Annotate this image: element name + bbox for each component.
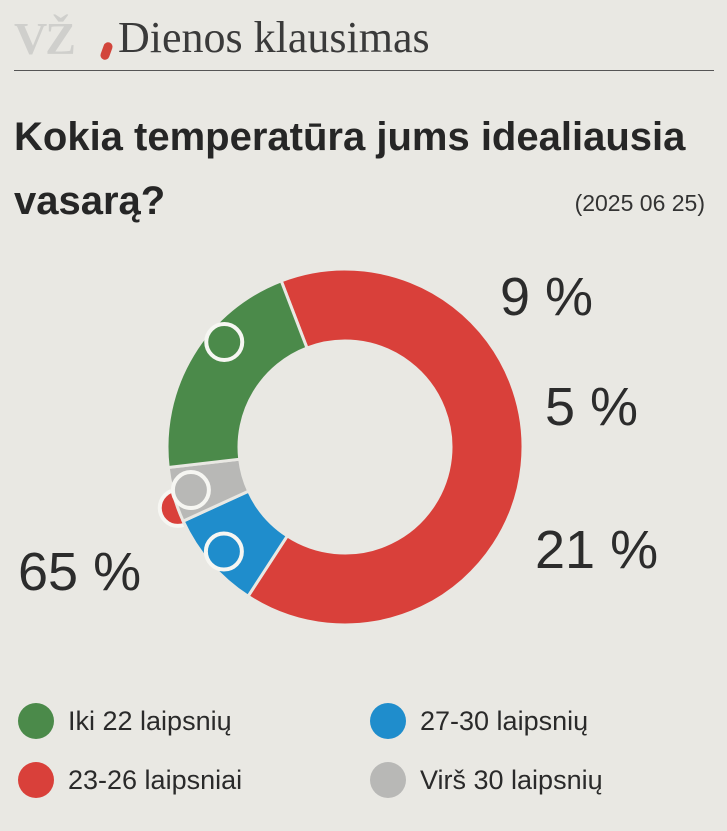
donut-slice (165, 278, 309, 470)
vz-logo: VŽ (14, 13, 76, 64)
legend-item: 27-30 laipsnių (370, 703, 588, 739)
legend-swatch (18, 762, 54, 798)
question-title: Kokia temperatūra jums idealiausia vasar… (14, 115, 686, 223)
legend-item: Iki 22 laipsnių (18, 703, 232, 739)
legend-label: Iki 22 laipsnių (68, 705, 232, 736)
legend-label: 27-30 laipsnių (420, 705, 589, 736)
poll-date: (2025 06 25) (574, 190, 705, 216)
slice-marker (203, 531, 244, 572)
legend-swatch (370, 762, 406, 798)
legend-swatch (18, 703, 54, 739)
slice-value-label: 5 % (545, 377, 638, 437)
slice-marker (204, 322, 245, 363)
slice-value-label: 21 % (535, 520, 658, 580)
legend-item: Virš 30 laipsnių (370, 762, 603, 798)
legend-label: 23-26 laipsniai (68, 764, 243, 795)
legend-item: 23-26 laipsniai (18, 762, 242, 798)
header: VŽ Dienos klausimas (14, 8, 714, 70)
donut-chart: 65 % 9 % 5 % 21 % (18, 267, 658, 627)
donut-slice (245, 267, 525, 627)
section-title: Dienos klausimas (118, 13, 430, 62)
legend-swatch (370, 703, 406, 739)
slice-value-label: 65 % (18, 542, 141, 602)
slice-value-label: 9 % (500, 267, 593, 327)
slice-marker (170, 470, 211, 511)
header-divider (14, 70, 714, 71)
legend-label: Virš 30 laipsnių (420, 764, 603, 795)
